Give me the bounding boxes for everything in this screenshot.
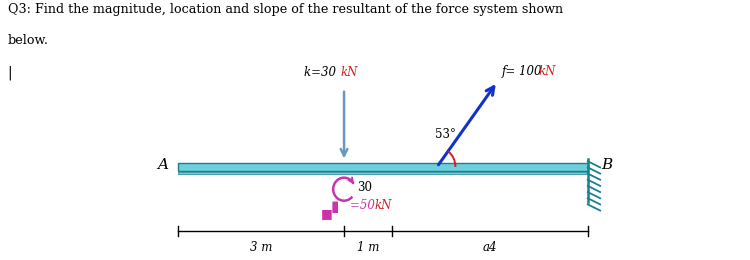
- Text: A: A: [158, 158, 169, 172]
- Text: 3 m: 3 m: [250, 241, 272, 254]
- Text: kN: kN: [538, 65, 556, 78]
- Text: f= 100: f= 100: [501, 65, 545, 78]
- Text: B: B: [602, 158, 613, 172]
- Text: 30: 30: [357, 181, 372, 194]
- Text: kN: kN: [375, 199, 392, 212]
- Text: 1 m: 1 m: [357, 241, 380, 254]
- Text: =50: =50: [350, 199, 379, 212]
- Text: below.: below.: [8, 34, 49, 47]
- Bar: [178, 172, 588, 174]
- Text: |: |: [8, 65, 12, 80]
- Bar: [178, 163, 588, 171]
- Text: a4: a4: [483, 241, 497, 254]
- Text: ▮: ▮: [331, 199, 339, 214]
- Text: k=30: k=30: [304, 66, 340, 79]
- Text: 53°: 53°: [435, 128, 456, 141]
- Text: ■: ■: [321, 207, 333, 220]
- Text: kN: kN: [341, 66, 358, 79]
- Text: Q3: Find the magnitude, location and slope of the resultant of the force system : Q3: Find the magnitude, location and slo…: [8, 3, 562, 16]
